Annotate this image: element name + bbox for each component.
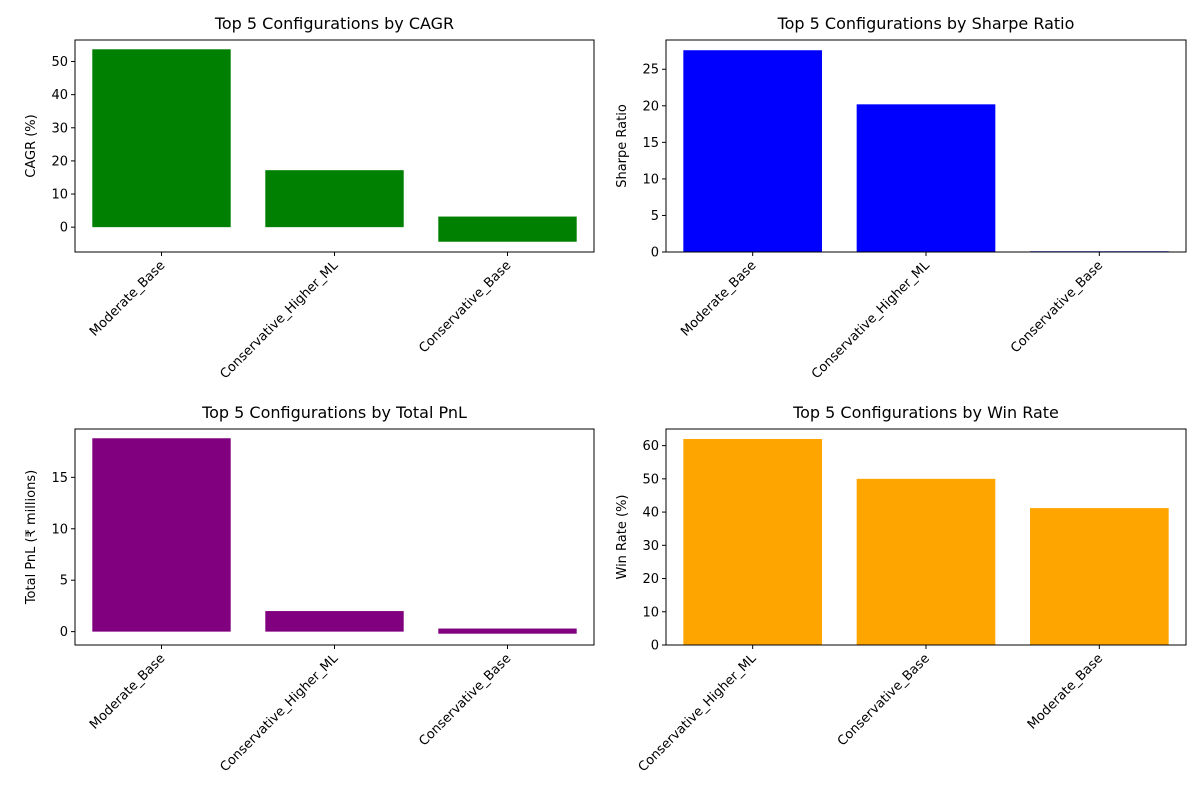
axes-frame: [665, 39, 1187, 253]
y-tick-label: 15: [642, 136, 659, 151]
bar-conservative-base: [438, 628, 577, 634]
x-tick-label: Conservative_Base: [416, 651, 514, 749]
x-tick-label: Moderate_Base: [87, 258, 168, 339]
chart-title: Top 5 Configurations by Sharpe Ratio: [777, 14, 1075, 33]
y-tick-label: 0: [60, 625, 68, 640]
bar-conservative-base: [856, 478, 996, 645]
subplot-4: Top 5 Configurations by Win Rate Win Rate…: [615, 403, 1187, 775]
x-tick-label: Moderate_Base: [87, 651, 168, 732]
y-axis-label: Win Rate (%): [615, 495, 630, 580]
y-tick-label: 10: [51, 522, 68, 537]
bar-conservative-higher-ml: [265, 170, 404, 228]
bar-moderate-base: [1030, 508, 1169, 645]
chart-title: Top 5 Configurations by Total PnL: [201, 403, 467, 422]
y-tick-label: 0: [651, 246, 659, 261]
bar-conservative-higher-ml: [265, 611, 404, 632]
y-tick-label: 40: [51, 88, 68, 103]
y-axis-label: CAGR (%): [24, 114, 39, 177]
y-tick-label: 50: [642, 472, 659, 487]
x-tick-label: Conservative_Higher_ML: [809, 258, 933, 382]
y-tick-label: 15: [51, 471, 68, 486]
y-tick-label: 10: [51, 188, 68, 203]
bar-moderate-base: [92, 49, 231, 228]
bar-conservative-higher-ml: [683, 438, 822, 645]
bar-conservative-higher-ml: [856, 104, 996, 253]
axes-frame: [74, 428, 595, 646]
bar-moderate-base: [683, 50, 822, 252]
y-tick-label: 20: [642, 572, 659, 587]
y-tick-label: 60: [642, 439, 659, 454]
x-tick-label: Conservative_Base: [1008, 258, 1106, 356]
y-tick-label: 20: [51, 154, 68, 169]
y-axis-label: Total PnL (₹ millions): [24, 470, 39, 605]
subplot-1: Top 5 Configurations by CAGR CAGR (%) Mode…: [24, 14, 595, 382]
y-tick-label: 0: [60, 221, 68, 236]
y-tick-label: 50: [51, 55, 68, 70]
y-tick-label: 10: [642, 605, 659, 620]
x-tick-label: Conservative_Higher_ML: [217, 651, 341, 775]
x-tick-label: Conservative_Higher_ML: [217, 258, 341, 382]
y-tick-label: 5: [60, 574, 68, 589]
y-tick-label: 30: [51, 121, 68, 136]
y-tick-label: 10: [642, 172, 659, 187]
axes-frame: [665, 428, 1187, 646]
subplot-3: Top 5 Configurations by Total PnL Total P…: [24, 403, 595, 775]
y-axis-label: Sharpe Ratio: [615, 104, 630, 188]
x-tick-label: Conservative_Base: [835, 651, 933, 749]
y-tick-label: 5: [651, 209, 659, 224]
bar-conservative-base: [438, 216, 577, 242]
y-tick-label: 40: [642, 506, 659, 521]
y-tick-label: 25: [642, 63, 659, 78]
axes-frame: [74, 39, 595, 253]
y-tick-label: 20: [642, 99, 659, 114]
chart-title: Top 5 Configurations by CAGR: [214, 14, 454, 33]
bar-moderate-base: [92, 438, 231, 632]
chart-title: Top 5 Configurations by Win Rate: [792, 403, 1059, 422]
x-tick-label: Moderate_Base: [678, 258, 759, 339]
x-tick-label: Conservative_Base: [416, 258, 514, 356]
x-tick-label: Moderate_Base: [1025, 651, 1106, 732]
y-tick-label: 0: [651, 639, 659, 654]
y-tick-label: 30: [642, 539, 659, 554]
subplot-2: Top 5 Configurations by Sharpe Ratio Shar…: [615, 14, 1187, 382]
x-tick-label: Conservative_Higher_ML: [636, 651, 760, 775]
